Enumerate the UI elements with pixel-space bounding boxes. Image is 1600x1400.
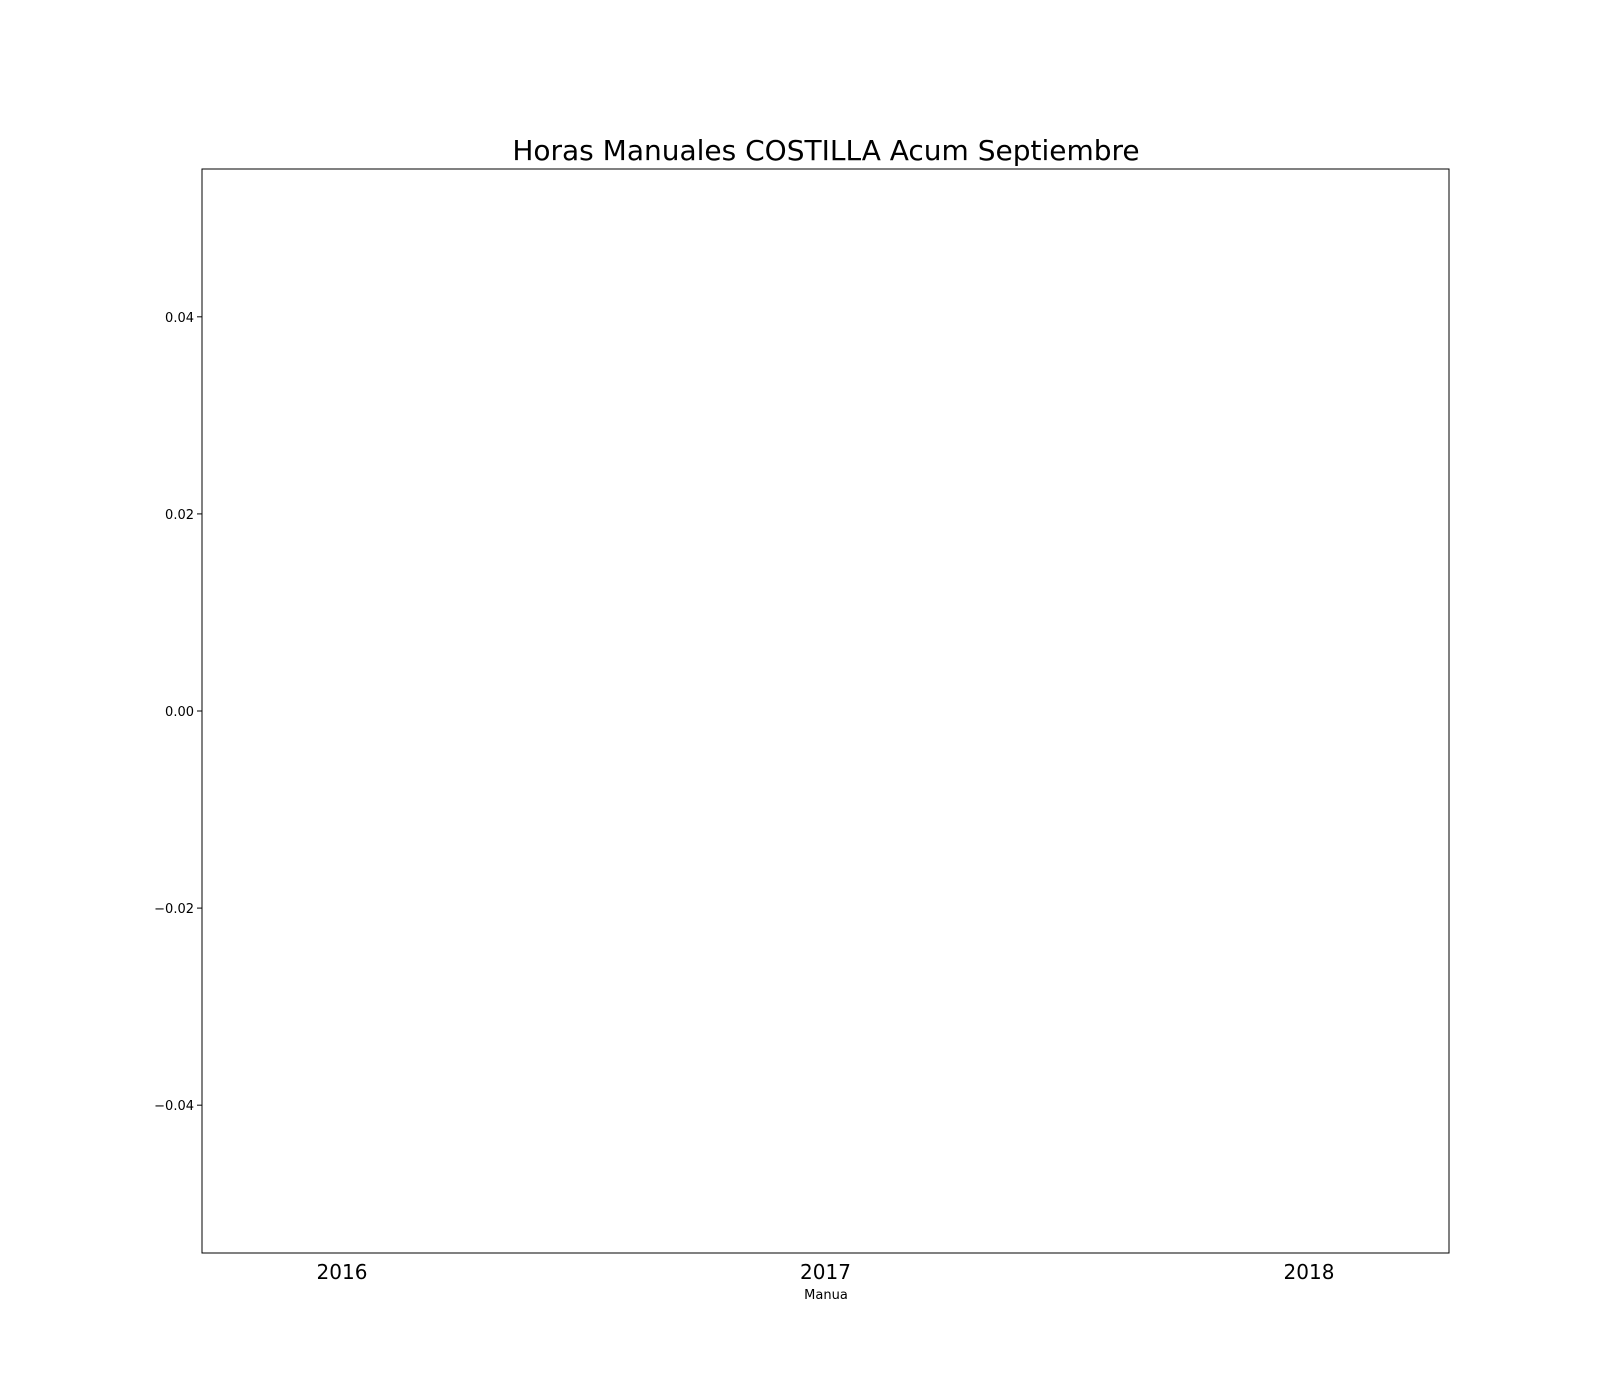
- plot-area: [201, 168, 1450, 1254]
- chart-title: Horas Manuales COSTILLA Acum Septiembre: [512, 134, 1139, 167]
- x-axis-label: Manua: [804, 1288, 848, 1303]
- y-tick-label: −0.02: [154, 902, 194, 917]
- y-tick-label: 0.04: [165, 311, 194, 326]
- y-axis: 0.04 0.02 0.00 −0.02 −0.04: [154, 311, 202, 1114]
- y-tick-label: 0.00: [165, 705, 194, 720]
- y-tick-label: −0.04: [154, 1099, 194, 1114]
- x-axis: 2016 2017 2018: [317, 1260, 1335, 1284]
- x-tick-label: 2016: [317, 1260, 368, 1284]
- x-tick-label: 2017: [800, 1260, 851, 1284]
- x-tick-label: 2018: [1284, 1260, 1335, 1284]
- y-tick-label: 0.02: [165, 508, 194, 523]
